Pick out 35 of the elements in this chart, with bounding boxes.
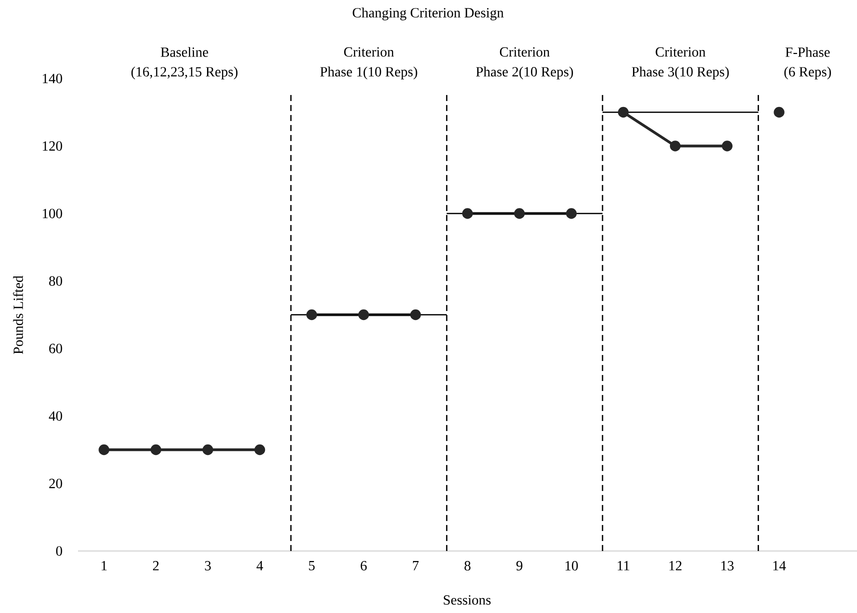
x-tick-label: 6 <box>360 561 367 570</box>
annotation: (6 Reps) <box>784 66 831 80</box>
x-tick-label: 14 <box>773 561 786 570</box>
y-tick-label: 120 <box>42 141 62 151</box>
annotation: Phase 3(10 Reps) <box>632 66 729 80</box>
annotation: Phase 2(10 Reps) <box>476 66 573 80</box>
y-tick-label: 40 <box>48 411 62 421</box>
x-tick-label: 3 <box>205 561 211 570</box>
x-tick-label: 12 <box>669 561 682 570</box>
y-tick-label: 60 <box>49 344 62 354</box>
y-tick-label: 20 <box>49 478 62 488</box>
text: Criterion <box>656 47 706 57</box>
y-tick-label: 140 <box>42 74 62 84</box>
y-tick-label: 0 <box>56 546 62 556</box>
x-tick-label: 4 <box>256 561 264 570</box>
text: Criterion <box>500 47 550 57</box>
y-tick-label: 100 <box>42 208 62 218</box>
x-tick-label: 1 <box>102 561 107 570</box>
text: Baseline <box>160 47 208 57</box>
x-tick-label: 8 <box>464 561 470 570</box>
annotation: Phase 1(10 Reps) <box>320 66 418 80</box>
x-tick-label: 13 <box>721 561 734 570</box>
x-axis-title: Sessions <box>444 595 491 605</box>
x-tick-label: 9 <box>516 561 522 570</box>
x-tick-label: 7 <box>412 561 419 570</box>
x-tick-label: 11 <box>618 561 630 570</box>
x-tick-label: 2 <box>153 561 159 570</box>
annotation: (16,12,23,15 Reps) <box>131 66 238 80</box>
x-tick-label: 5 <box>309 561 315 570</box>
text: Criterion <box>344 47 394 57</box>
y-axis-title: Pounds Lifted <box>13 276 24 354</box>
chart-title: Changing Criterion Design <box>352 8 504 20</box>
text: F-Phase <box>786 47 830 57</box>
y-tick-label: 80 <box>49 276 62 286</box>
x-tick-label: 10 <box>566 561 578 570</box>
